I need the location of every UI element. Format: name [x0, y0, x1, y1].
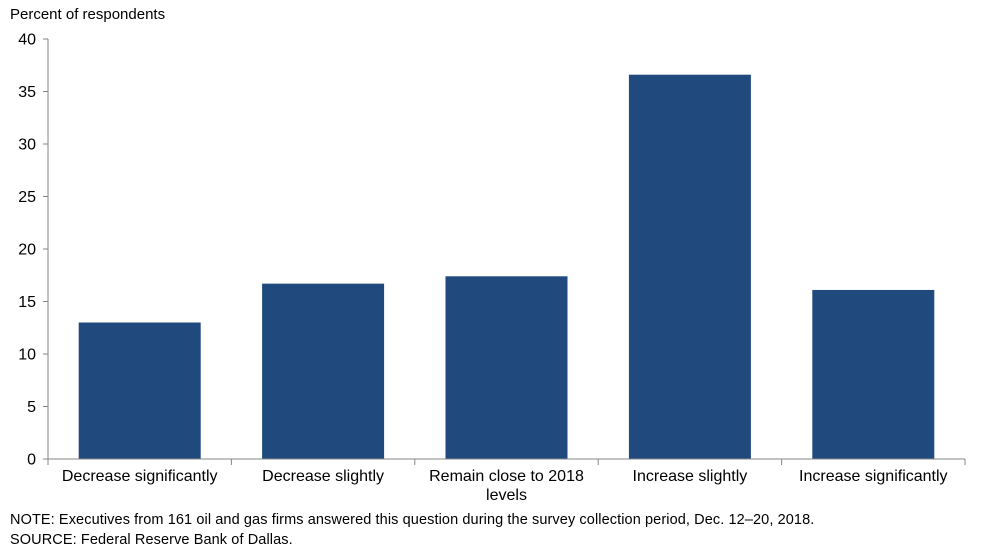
chart-canvas: 0 5 10 15 20 25 30 35 40 Decrease significantly De…	[18, 32, 966, 504]
y-tick-label: 25	[18, 189, 36, 206]
bar	[628, 74, 751, 459]
chart-source: SOURCE: Federal Reserve Bank of Dallas.	[10, 532, 293, 548]
y-tick-label: 35	[18, 84, 36, 101]
bar	[812, 289, 935, 459]
y-tick-label: 30	[18, 137, 36, 154]
chart-note: NOTE: Executives from 161 oil and gas fi…	[10, 512, 815, 528]
x-tick-label: Increase slightly	[633, 468, 748, 485]
x-tick-label: Remain close to 2018 levels	[429, 468, 584, 504]
bar-chart: Percent of respondents 0 5 10 15 20 25 30 35 40 D…	[10, 6, 966, 504]
y-tick-label: 10	[18, 347, 36, 364]
bar	[445, 276, 568, 459]
y-tick-label: 0	[27, 452, 36, 469]
y-tick-label: 15	[18, 294, 36, 311]
y-tick-label: 5	[27, 399, 36, 416]
x-tick-label: Decrease significantly	[62, 468, 218, 485]
y-axis-title: Percent of respondents	[10, 6, 166, 23]
bar	[262, 283, 385, 459]
y-tick-label: 20	[18, 242, 36, 259]
y-tick-label: 40	[18, 32, 36, 49]
bar	[78, 322, 201, 459]
x-tick-label: Decrease slightly	[262, 468, 384, 485]
x-tick-label: Increase significantly	[799, 468, 948, 485]
